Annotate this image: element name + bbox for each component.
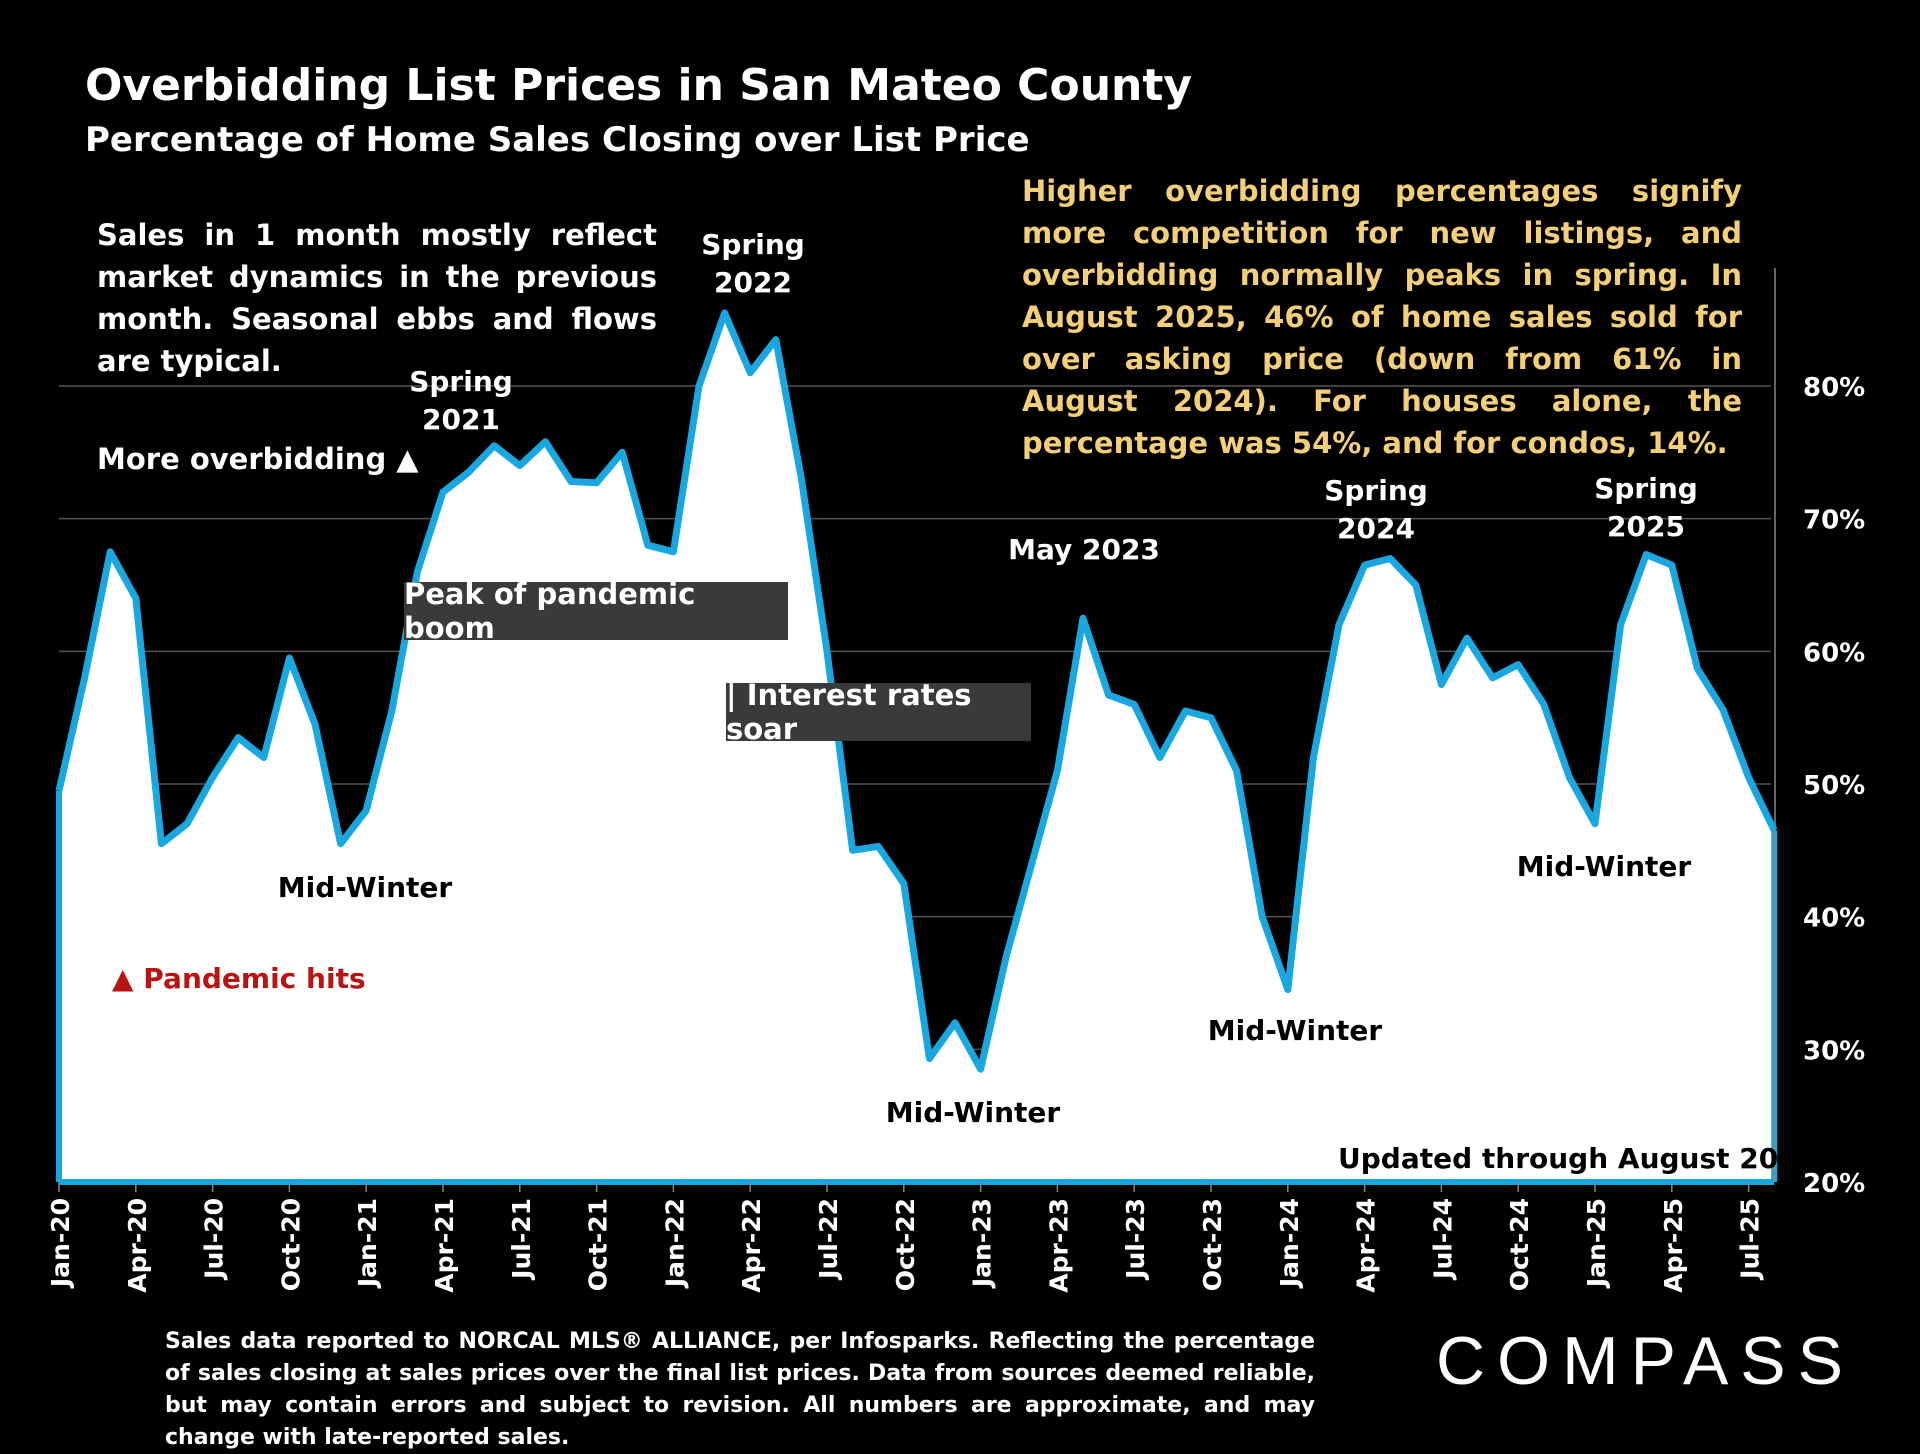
x-tick-label: Oct-21 [584,1198,613,1291]
x-tick-label: Jan-21 [353,1198,382,1289]
more-overbidding-label: More overbidding ▲ [97,442,419,476]
x-tick-label: Apr-20 [123,1198,152,1293]
x-tick-label: Apr-21 [430,1198,459,1293]
note-left: Sales in 1 month mostly reflect market d… [97,218,657,378]
x-tick-label: Oct-24 [1505,1198,1534,1291]
series-line [55,309,1778,1073]
annotation-mid-winter-2024: Mid-Winter [1207,1014,1383,1047]
x-tick-label: Jan-25 [1582,1198,1611,1289]
annotation-mid-winter-2021: Mid-Winter [277,871,453,904]
x-tick-label: Jan-20 [46,1198,75,1289]
annotation-spring-2021: Spring 2021 [409,365,513,436]
peak-box: Peak of pandemic boom [404,577,788,645]
chart-title: Overbidding List Prices in San Mateo Cou… [85,60,1193,111]
y-tick-label: 40% [1803,904,1865,934]
annotation-spring-2022: Spring 2022 [701,228,805,299]
x-tick-label: Jan-22 [660,1198,689,1289]
x-tick-label: Jul-22 [814,1198,843,1281]
note-right: Higher overbidding percentages signify m… [1022,174,1742,460]
y-tick-label: 60% [1803,638,1865,668]
y-tick-label: 50% [1803,771,1865,801]
updated-label: Updated through August 2025 [1338,1142,1818,1175]
axis-lines [56,268,1778,1185]
y-axis-ticks: 20% 30% 40% 50% 60% 70% 80% [1803,373,1865,1199]
x-tick-label: Jul-25 [1736,1198,1765,1281]
x-tick-label: Apr-24 [1352,1198,1381,1293]
annotation-may-2023: May 2023 [1008,533,1160,566]
x-tick-label: Jul-24 [1428,1198,1457,1281]
y-tick-label: 20% [1803,1169,1865,1199]
x-tick-label: Apr-23 [1044,1198,1073,1293]
x-tick-label: Jan-23 [968,1198,997,1289]
annotation-mid-winter-2023: Mid-Winter [885,1096,1061,1129]
annotation-spring-2024: Spring 2024 [1324,474,1428,545]
footer-note: Sales data reported to NORCAL MLS® ALLIA… [165,1329,1315,1450]
x-tick-label: Jul-23 [1121,1198,1150,1281]
x-tick-label: Apr-22 [737,1198,766,1293]
x-axis-ticks: Jan-20 Apr-20 Jul-20 Oct-20 Jan-21 Apr-21 Jul-… [46,1182,1765,1293]
x-tick-label: Jul-21 [507,1198,536,1281]
series-area [59,313,1775,1182]
annotation-spring-2025: Spring 2025 [1594,472,1698,543]
interest-rates-box: | Interest rates soar [726,678,1031,746]
y-tick-label: 70% [1803,506,1865,536]
x-tick-label: Jan-24 [1275,1198,1304,1289]
x-tick-label: Oct-20 [276,1198,305,1291]
y-tick-label: 30% [1803,1036,1865,1066]
annotation-mid-winter-2025: Mid-Winter [1516,850,1692,883]
x-tick-label: Oct-23 [1198,1198,1227,1291]
x-tick-label: Jul-20 [200,1198,229,1281]
chart-subtitle: Percentage of Home Sales Closing over Li… [85,120,1030,160]
x-tick-label: Oct-22 [891,1198,920,1291]
compass-logo: COMPASS [1436,1323,1856,1399]
pandemic-label: ▲ Pandemic hits [112,962,366,995]
x-tick-label: Apr-25 [1659,1198,1688,1293]
y-tick-label: 80% [1803,373,1865,403]
